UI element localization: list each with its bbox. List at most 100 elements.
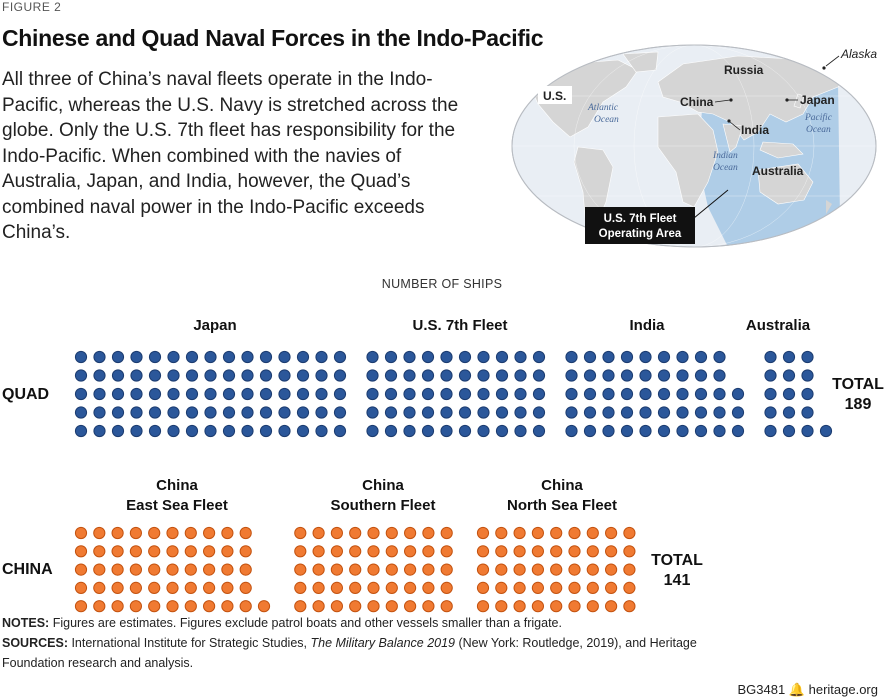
map-label-australia: Australia xyxy=(752,164,804,178)
ship-dot-quad-group2 xyxy=(676,350,689,364)
ship-dot-quad-group1 xyxy=(384,350,398,364)
ship-dot-china-group2 xyxy=(495,526,508,540)
ship-dot-china-group0 xyxy=(111,526,124,540)
ship-dot-china-group2 xyxy=(623,581,636,595)
ship-dot-quad-group1 xyxy=(384,387,398,401)
ship-dot-quad-group0 xyxy=(333,350,347,364)
ship-dot-china-group2 xyxy=(531,581,545,595)
ship-dot-china-group1 xyxy=(294,600,307,613)
ship-dot-quad-group1 xyxy=(384,406,398,419)
ship-dot-quad-group2 xyxy=(713,424,726,438)
ship-dot-quad-group1 xyxy=(421,369,435,382)
ship-dot-china-group2 xyxy=(568,545,581,558)
ship-dot-quad-group3 xyxy=(801,406,814,419)
ship-dot-quad-group1 xyxy=(403,369,416,382)
ship-dot-quad-group0 xyxy=(130,387,143,401)
ship-dot-quad-group0 xyxy=(74,369,88,382)
ship-dot-quad-group0 xyxy=(278,424,291,438)
ship-dot-china-group2 xyxy=(605,600,618,613)
ship-dot-china-group1 xyxy=(312,545,325,558)
ship-dot-china-group1 xyxy=(440,563,453,576)
ship-dot-quad-group0 xyxy=(167,369,180,382)
ship-dot-quad-group2 xyxy=(602,406,615,419)
ship-dot-china-group2 xyxy=(513,526,526,540)
ship-dot-china-group0 xyxy=(203,581,216,595)
ship-dot-china-group2 xyxy=(586,600,599,613)
ship-dot-quad-group2 xyxy=(731,406,745,419)
india-land xyxy=(722,123,744,153)
ship-dot-china-group0 xyxy=(203,600,216,613)
ship-dot-quad-group0 xyxy=(296,387,310,401)
ship-dot-quad-group2 xyxy=(676,369,689,382)
ship-dot-quad-group2 xyxy=(676,387,689,401)
ship-dot-china-group2 xyxy=(623,563,636,576)
ship-dot-china-group0 xyxy=(111,581,124,595)
ship-dot-quad-group3 xyxy=(782,369,796,382)
ship-dot-china-group1 xyxy=(440,526,453,540)
ship-dot-china-group0 xyxy=(74,545,88,558)
india-leader-line xyxy=(729,121,741,131)
ship-dot-quad-group1 xyxy=(532,350,546,364)
ship-dot-quad-group1 xyxy=(403,406,416,419)
ship-dot-china-group0 xyxy=(93,526,106,540)
ship-dot-china-group1 xyxy=(422,600,435,613)
ship-dot-quad-group0 xyxy=(278,387,291,401)
ship-dot-quad-group2 xyxy=(620,387,634,401)
ship-dot-quad-group2 xyxy=(713,369,726,382)
ship-dot-china-group2 xyxy=(586,581,599,595)
ship-dot-quad-group0 xyxy=(130,369,143,382)
ship-dot-quad-group0 xyxy=(111,369,125,382)
ship-dot-china-group2 xyxy=(476,545,490,558)
africa-land xyxy=(657,113,719,208)
ship-dot-quad-group1 xyxy=(477,424,490,438)
ship-dot-china-group2 xyxy=(531,526,545,540)
notes-block: NOTES: Figures are estimates. Figures ex… xyxy=(2,613,702,673)
ship-dot-china-group0 xyxy=(184,563,197,576)
indo-pacific-map: Alaska Russia U.S. Atlantic Ocean China … xyxy=(511,44,877,248)
japan-land xyxy=(793,93,805,109)
ship-dot-quad-group1 xyxy=(366,406,379,419)
ship-dot-quad-group0 xyxy=(333,369,347,382)
ship-dot-china-group2 xyxy=(568,526,581,540)
ship-dot-quad-group2 xyxy=(602,369,615,382)
ship-dot-quad-group1 xyxy=(440,350,453,364)
ship-dot-china-group1 xyxy=(312,600,325,613)
ship-dot-china-group2 xyxy=(476,581,490,595)
ship-dot-china-group0 xyxy=(239,545,252,558)
greenland-land xyxy=(622,51,659,73)
ship-dot-china-group1 xyxy=(312,526,325,540)
ship-dot-china-group0 xyxy=(93,545,106,558)
ship-dot-china-group0 xyxy=(74,581,88,595)
ship-dot-china-group2 xyxy=(495,563,508,576)
australia-land xyxy=(757,163,814,205)
ship-dot-china-group0 xyxy=(239,563,252,576)
ship-dot-china-group2 xyxy=(495,581,508,595)
ship-dot-quad-group2 xyxy=(731,387,745,401)
ship-dot-quad-group2 xyxy=(565,387,578,401)
ship-dot-quad-group1 xyxy=(514,387,527,401)
ship-dot-quad-group2 xyxy=(713,350,726,364)
ship-dot-quad-group0 xyxy=(204,369,217,382)
ship-dot-quad-group1 xyxy=(532,424,546,438)
ship-dot-quad-group1 xyxy=(421,406,435,419)
footer-code: BG3481 xyxy=(737,682,786,697)
ship-dot-quad-group1 xyxy=(495,424,509,438)
ship-dot-quad-group0 xyxy=(222,424,236,438)
map-label-india: India xyxy=(741,123,769,137)
ship-dot-quad-group2 xyxy=(583,350,597,364)
ship-dot-quad-group3 xyxy=(782,424,796,438)
ship-dot-quad-group1 xyxy=(495,369,509,382)
ship-dot-quad-group1 xyxy=(421,350,435,364)
ship-dot-quad-group1 xyxy=(403,387,416,401)
notes-line: NOTES: Figures are estimates. Figures ex… xyxy=(2,616,562,630)
ship-dot-quad-group3 xyxy=(801,369,814,382)
ship-dot-china-group0 xyxy=(111,563,124,576)
group-label-us-7th-fleet: U.S. 7th Fleet xyxy=(412,317,508,334)
ship-dot-quad-group1 xyxy=(477,406,490,419)
axis-title: NUMBER OF SHIPS xyxy=(381,277,503,291)
ship-dot-quad-group0 xyxy=(167,424,180,438)
ship-dot-quad-group0 xyxy=(185,369,199,382)
ship-dot-quad-group2 xyxy=(565,424,578,438)
sources-line: SOURCES: International Institute for Str… xyxy=(2,636,697,670)
ship-dot-china-group2 xyxy=(568,600,581,613)
